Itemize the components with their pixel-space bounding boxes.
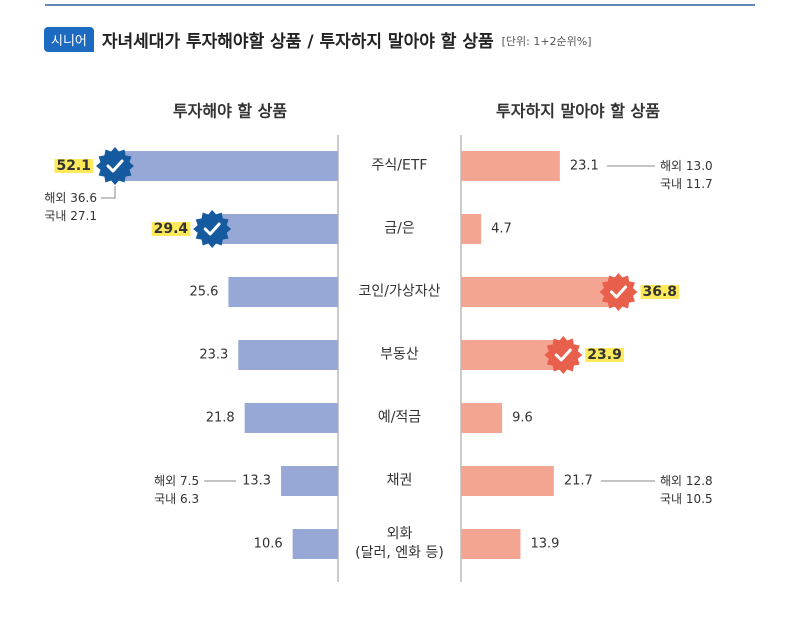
value-label: 13.3 bbox=[242, 474, 271, 489]
breakdown-value: 27.1 bbox=[70, 209, 97, 223]
unit-note: [단위: 1+2순위%] bbox=[501, 35, 592, 48]
bar bbox=[281, 466, 338, 496]
breakdown-value: 12.8 bbox=[686, 474, 713, 488]
badge-check bbox=[610, 285, 628, 299]
bar bbox=[292, 529, 338, 559]
category-label: 채권 bbox=[386, 472, 413, 489]
breakdown-value: 6.3 bbox=[180, 492, 199, 506]
badge-icon bbox=[96, 147, 134, 185]
value-highlight bbox=[585, 348, 624, 362]
breakdown-value: 10.5 bbox=[686, 492, 713, 506]
value-label: 9.6 bbox=[512, 411, 533, 426]
value-label: 4.7 bbox=[491, 222, 512, 237]
series-title: 투자해야 할 상품 bbox=[173, 102, 287, 121]
breakdown-label: 해외 7.5 bbox=[154, 474, 199, 488]
bar bbox=[115, 151, 339, 181]
breakdown-label: 해외 12.8 bbox=[660, 474, 713, 488]
value-label: 36.8 bbox=[643, 284, 678, 300]
badge-check bbox=[554, 348, 572, 362]
bar bbox=[244, 403, 338, 433]
value-label: 25.6 bbox=[189, 285, 218, 300]
category-label: 주식/ETF bbox=[371, 157, 428, 174]
breakdown-label: 국내 6.3 bbox=[154, 492, 199, 506]
value-label: 29.4 bbox=[154, 221, 189, 237]
chart-title: 자녀세대가 투자해야할 상품 / 투자하지 말아야 할 상품 bbox=[101, 32, 494, 52]
category-label: 코인/가상자산 bbox=[358, 283, 441, 300]
category-label: 예/적금 bbox=[377, 409, 422, 426]
value-label: 23.3 bbox=[199, 348, 228, 363]
breakdown-name: 해외 bbox=[154, 474, 176, 488]
breakdown-value: 7.5 bbox=[180, 474, 199, 488]
breakdown-name: 국내 bbox=[660, 492, 682, 506]
bar bbox=[212, 214, 338, 244]
breakdown-name: 해외 bbox=[44, 191, 66, 205]
breakdown-value: 36.6 bbox=[70, 191, 97, 205]
badge-icon bbox=[544, 336, 583, 374]
bar bbox=[461, 151, 560, 181]
category-label: 외화 (달러, 엔화 등) bbox=[355, 526, 444, 561]
value-highlight bbox=[151, 222, 191, 236]
header: 시니어 자녀세대가 투자해야할 상품 / 투자하지 말아야 할 상품 [단위: … bbox=[44, 27, 592, 52]
value-highlight bbox=[640, 285, 680, 299]
badge-icon bbox=[193, 210, 232, 248]
breakdown-label: 국내 11.7 bbox=[660, 177, 713, 191]
breakdown-value: 11.7 bbox=[686, 177, 713, 191]
value-label: 21.7 bbox=[564, 474, 593, 489]
value-label: 10.6 bbox=[254, 537, 283, 552]
value-highlight bbox=[54, 159, 94, 173]
value-label: 13.9 bbox=[530, 537, 559, 552]
breakdown-label: 국내 10.5 bbox=[660, 492, 713, 506]
badge: 시니어 bbox=[44, 27, 94, 52]
value-label: 21.8 bbox=[206, 411, 235, 426]
badge-check bbox=[106, 159, 124, 173]
bar bbox=[238, 340, 338, 370]
category-label: 부동산 bbox=[380, 346, 419, 363]
value-label: 52.1 bbox=[56, 158, 91, 174]
value-label: 23.9 bbox=[587, 347, 622, 363]
bar bbox=[461, 277, 619, 307]
breakdown-name: 해외 bbox=[660, 474, 682, 488]
breakdown-name: 국내 bbox=[660, 177, 682, 191]
badge-icon bbox=[599, 273, 638, 311]
bar bbox=[461, 214, 482, 244]
value-label: 23.1 bbox=[570, 159, 599, 174]
bar bbox=[228, 277, 338, 307]
breakdown-name: 국내 bbox=[44, 209, 66, 223]
breakdown-name: 국내 bbox=[154, 492, 176, 506]
breakdown-value: 13.0 bbox=[686, 159, 713, 173]
breakdown-label: 국내 27.1 bbox=[44, 209, 97, 223]
bar bbox=[461, 466, 554, 496]
series-title: 투자하지 말아야 할 상품 bbox=[496, 102, 660, 121]
bar bbox=[461, 529, 521, 559]
breakdown-label: 해외 36.6 bbox=[44, 191, 97, 205]
connector bbox=[101, 186, 116, 199]
bar bbox=[461, 403, 503, 433]
breakdown-label: 해외 13.0 bbox=[660, 159, 713, 173]
badge-check bbox=[203, 222, 221, 236]
category-label: 금/은 bbox=[384, 220, 415, 237]
breakdown-name: 해외 bbox=[660, 159, 682, 173]
